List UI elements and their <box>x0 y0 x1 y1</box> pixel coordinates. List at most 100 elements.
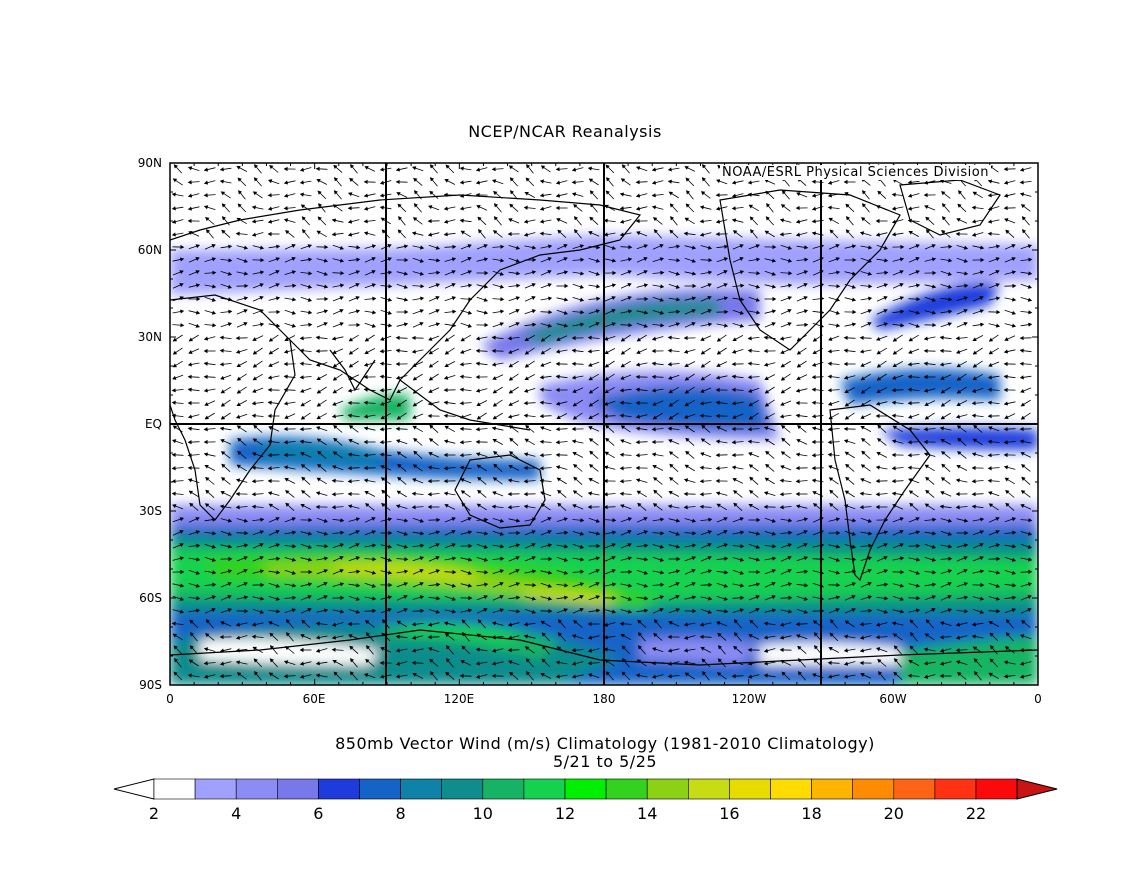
wind-vector-head <box>251 622 257 627</box>
wind-vector-head <box>707 543 712 548</box>
wind-vector-head <box>212 323 217 328</box>
wind-vector-head <box>875 622 881 627</box>
wind-vector-head <box>595 569 600 574</box>
wind-vector-head <box>748 452 753 457</box>
wind-vector-head <box>339 296 344 301</box>
wind-vector-head <box>483 257 489 262</box>
colorbar-swatch <box>729 778 771 800</box>
wind-vector-head <box>171 491 176 496</box>
wind-vector-head <box>733 632 739 637</box>
wind-vector-head <box>276 244 281 249</box>
wind-vector-head <box>477 619 482 624</box>
wind-vector-head <box>451 270 456 274</box>
wind-vector-head <box>652 647 657 652</box>
wind-vector-head <box>548 309 553 315</box>
wind-vector-head <box>931 244 936 248</box>
wind-vector-head <box>635 414 641 419</box>
wind-vector-head <box>852 309 857 315</box>
wind-vector-head <box>461 645 466 650</box>
wind-vector-head <box>419 258 424 263</box>
wind-vector-head <box>203 647 209 652</box>
wind-vector-head <box>779 635 785 640</box>
wind-vector-head <box>812 491 817 495</box>
wind-vector-head <box>419 582 424 586</box>
wind-vector-head <box>171 192 176 197</box>
wind-vector-head <box>780 350 785 354</box>
wind-vector-head <box>228 244 233 249</box>
wind-vector-head <box>875 336 881 341</box>
wind-vector-head <box>940 415 945 420</box>
lat-label-30n: 30N <box>137 330 162 344</box>
colorbar-swatch <box>770 778 812 800</box>
wind-vector-head <box>531 245 537 250</box>
wind-vector-head <box>859 335 864 341</box>
wind-vector-head <box>484 582 489 587</box>
wind-vector-head <box>189 632 195 637</box>
wind-vector-head <box>347 219 353 224</box>
wind-vector-head <box>653 619 659 624</box>
wind-vector-head <box>508 389 514 394</box>
wind-vector-head <box>1004 415 1009 419</box>
wind-vector-head <box>1019 375 1024 380</box>
wind-vector-head <box>637 645 642 650</box>
wind-vector-head <box>859 660 864 666</box>
wind-vector-head <box>573 216 579 221</box>
wind-vector-head <box>387 257 392 262</box>
wind-vector-head <box>1028 322 1033 327</box>
wind-vector-head <box>492 376 497 380</box>
wind-vector-head <box>835 595 841 600</box>
wind-vector-head <box>332 660 337 664</box>
wind-vector-head <box>691 595 697 600</box>
wind-vector-head <box>203 336 209 341</box>
wind-vector-head <box>596 543 601 549</box>
wind-vector-head <box>731 673 736 679</box>
wind-vector-head <box>251 492 256 497</box>
wind-vector-head <box>252 363 258 368</box>
wind-vector-head <box>971 504 976 509</box>
wind-vector-head <box>651 167 657 172</box>
wind-vector-head <box>900 323 905 328</box>
wind-vector-head <box>461 502 466 507</box>
wind-vector-head <box>867 271 873 276</box>
wind-vector-head <box>251 465 256 470</box>
wind-vector-head <box>436 270 441 275</box>
wind-vector-head <box>195 517 200 522</box>
wind-vector-head <box>813 645 819 650</box>
wind-vector-head <box>707 322 713 327</box>
wind-vector-head <box>196 608 201 613</box>
wind-vector-head <box>411 622 416 627</box>
wind-vector-head <box>766 203 771 208</box>
wind-vector-head <box>205 489 210 494</box>
wind-vector-head <box>251 205 257 210</box>
wind-vector-head <box>467 530 473 535</box>
wind-vector-head <box>619 413 624 418</box>
wind-vector-head <box>555 674 560 679</box>
wind-vector-head <box>475 439 480 444</box>
wind-vector-head <box>212 531 217 536</box>
wind-vector-head <box>620 439 625 444</box>
map-title: NCEP/NCAR Reanalysis <box>468 122 662 141</box>
wind-vector-head <box>925 216 930 221</box>
wind-vector-head <box>670 216 675 221</box>
wind-vector-head <box>179 517 184 522</box>
wind-vector-head <box>739 608 745 613</box>
wind-vector-head <box>660 582 665 587</box>
wind-vector-head <box>835 244 840 248</box>
wind-vector-head <box>764 376 769 381</box>
wind-vector-head <box>172 439 177 444</box>
wind-vector-head <box>995 583 1000 588</box>
wind-vector-head <box>925 489 930 494</box>
wind-vector-head <box>531 556 536 561</box>
lat-label-60n: 60N <box>137 243 162 257</box>
wind-vector-head <box>700 389 705 393</box>
wind-vector-head <box>603 465 609 470</box>
wind-vector-head <box>316 477 321 482</box>
lon-label-60e: 60E <box>302 692 326 706</box>
wind-vector-head <box>404 518 409 523</box>
wind-vector-head <box>627 257 633 262</box>
wind-vector-head <box>1027 297 1033 302</box>
wind-vector-head <box>883 296 888 301</box>
wind-vector-head <box>1003 440 1008 445</box>
wind-vector-head <box>211 595 217 600</box>
wind-vector-head <box>531 596 537 601</box>
